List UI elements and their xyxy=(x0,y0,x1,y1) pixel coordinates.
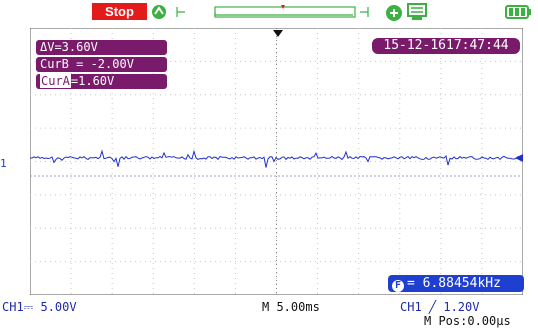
cursor-a-label: CurA xyxy=(40,74,71,88)
timebase[interactable]: M 5.00ms xyxy=(262,300,320,314)
trigger-readout[interactable]: CH1 ╱ 1.20V xyxy=(400,300,480,314)
cursor-a-value: =1.60V xyxy=(70,74,115,88)
cursor-b-value: = -2.00V xyxy=(68,57,134,71)
battery-icon xyxy=(505,5,531,19)
frequency-value: = 6.88454kHz xyxy=(407,276,501,291)
trigger-icon xyxy=(152,5,166,19)
trigger-level-marker xyxy=(515,154,523,162)
waveform-position-strip xyxy=(176,5,369,18)
usb-icon xyxy=(407,3,427,20)
delta-v-label: ΔV xyxy=(40,40,55,54)
channel1-trace xyxy=(30,149,523,168)
cursor-b-readout: CurB = -2.00V xyxy=(36,57,167,72)
ch1-scale[interactable]: CH1⎓ 5.00V xyxy=(2,300,77,314)
cursor-a-readout: CurA=1.60V xyxy=(36,74,167,89)
datetime-readout: 15-12-1617:47:44 xyxy=(372,38,520,54)
network-icon xyxy=(386,5,402,21)
horizontal-position[interactable]: M Pos:0.00μs xyxy=(424,314,511,328)
delta-v-value: =3.60V xyxy=(54,40,98,54)
frequency-readout: F = 6.88454kHz xyxy=(388,275,524,292)
trigger-position-marker xyxy=(273,30,283,37)
run-state-badge[interactable]: Stop xyxy=(92,3,147,20)
waveform-grid xyxy=(30,28,523,295)
frequency-icon: F xyxy=(392,280,404,292)
delta-v-readout: ΔV=3.60V xyxy=(36,40,167,55)
channel1-marker[interactable]: 1 xyxy=(0,157,7,170)
cursor-b-label: CurB xyxy=(40,57,69,71)
